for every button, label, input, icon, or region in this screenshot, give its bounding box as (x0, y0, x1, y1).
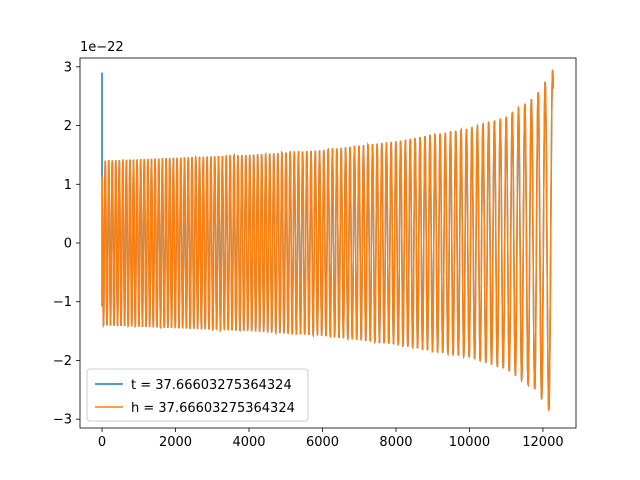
x-tick-label: 10000 (449, 435, 490, 450)
series-line-h (101, 69, 554, 412)
plot-area (101, 69, 554, 412)
y-tick-label: −3 (53, 413, 72, 428)
legend: t = 37.66603275364324 h = 37.66603275364… (86, 368, 309, 422)
legend-label-t: t = 37.66603275364324 (131, 378, 292, 393)
x-tick-label: 12000 (522, 435, 563, 450)
legend-box (86, 368, 309, 422)
y-tick-label: 2 (64, 119, 72, 134)
x-axis: 0 2000 4000 6000 8000 10000 12000 (98, 428, 564, 450)
y-tick-label: 1 (64, 178, 72, 193)
legend-label-h: h = 37.66603275364324 (131, 401, 295, 416)
x-tick-label: 6000 (306, 435, 339, 450)
y-axis: −3 −2 −1 0 1 2 3 (53, 60, 80, 428)
y-tick-label: 3 (64, 60, 72, 75)
y-offset-label: 1e−22 (80, 40, 124, 55)
x-tick-label: 4000 (232, 435, 265, 450)
x-tick-label: 2000 (159, 435, 192, 450)
y-tick-label: −2 (53, 354, 72, 369)
x-tick-label: 0 (98, 435, 106, 450)
y-tick-label: −1 (53, 295, 72, 310)
y-tick-label: 0 (64, 237, 72, 252)
x-tick-label: 8000 (379, 435, 412, 450)
